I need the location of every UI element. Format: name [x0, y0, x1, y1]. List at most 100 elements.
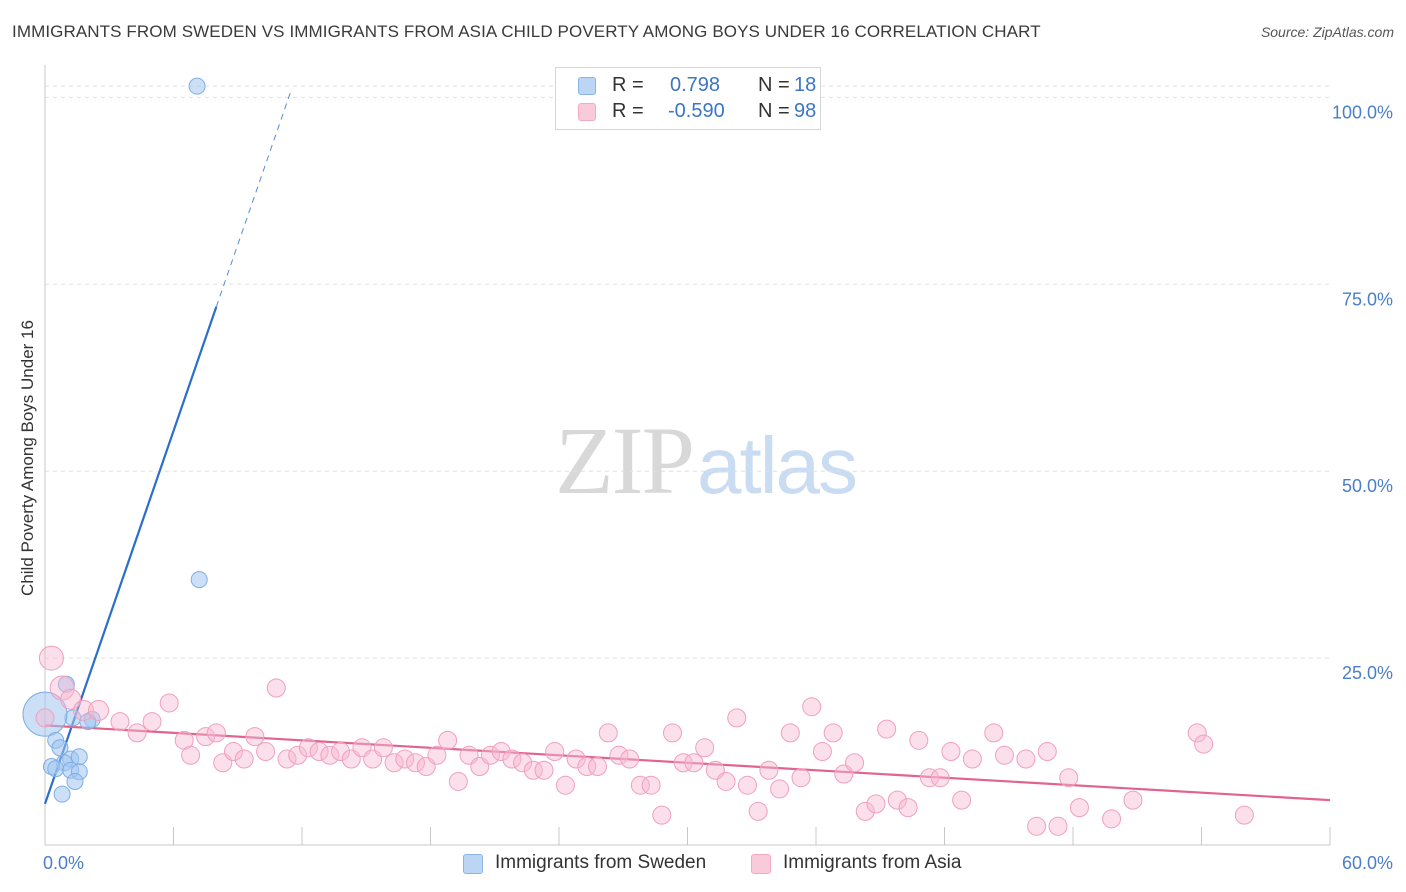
- point-asia: [780, 723, 800, 743]
- point-asia: [35, 708, 55, 728]
- series-legend: Immigrants from Sweden Immigrants from A…: [0, 851, 1406, 877]
- correlation-legend: R = 0.798 N = 18 R = -0.590 N = 98: [555, 67, 821, 130]
- point-asia: [256, 742, 276, 762]
- y-tick-label: 25.0%: [1342, 663, 1393, 683]
- point-sweden: [53, 785, 71, 803]
- series-name-asia: Immigrants from Asia: [783, 852, 962, 873]
- trend-line-sweden-extension: [215, 89, 292, 307]
- point-asia: [196, 727, 216, 747]
- legend-r-value: -0.590: [668, 100, 725, 122]
- point-sweden: [188, 77, 206, 95]
- point-asia: [759, 760, 779, 780]
- y-tick-label: 100.0%: [1332, 102, 1393, 122]
- point-asia: [941, 742, 961, 762]
- point-asia: [88, 699, 110, 721]
- point-asia: [159, 693, 179, 713]
- legend-r-label: R =: [612, 74, 644, 96]
- point-asia: [994, 745, 1014, 765]
- point-asia: [770, 779, 790, 799]
- legend-n-label: N =: [758, 100, 790, 122]
- y-tick-label: 75.0%: [1342, 289, 1393, 309]
- point-asia: [320, 745, 340, 765]
- point-asia: [480, 745, 500, 765]
- point-asia: [1069, 798, 1089, 818]
- point-asia: [1027, 816, 1047, 836]
- point-asia: [684, 753, 704, 773]
- point-asia: [930, 768, 950, 788]
- point-asia: [652, 805, 672, 825]
- data-points: [22, 77, 1254, 836]
- point-asia: [1016, 749, 1036, 769]
- point-asia: [127, 723, 147, 743]
- point-asia: [845, 753, 865, 773]
- tick-labels: 25.0% 50.0% 75.0% 100.0% 0.0% 60.0%: [43, 102, 1393, 873]
- point-asia: [206, 723, 226, 743]
- point-asia: [1234, 805, 1254, 825]
- legend-swatch-sweden: [578, 77, 596, 95]
- watermark-atlas: atlas: [697, 421, 858, 510]
- gridlines: [45, 85, 1330, 659]
- point-sweden: [66, 772, 84, 790]
- point-asia: [234, 749, 254, 769]
- point-asia: [438, 730, 458, 750]
- point-asia: [1102, 809, 1122, 829]
- point-asia: [598, 723, 618, 743]
- point-asia: [952, 790, 972, 810]
- point-asia: [812, 742, 832, 762]
- point-asia: [1123, 790, 1143, 810]
- point-asia: [181, 745, 201, 765]
- legend-r-label: R =: [612, 100, 644, 122]
- point-asia: [920, 768, 940, 788]
- point-asia: [534, 760, 554, 780]
- point-asia: [641, 775, 661, 795]
- legend-r-value: 0.798: [670, 74, 721, 96]
- point-sweden: [22, 691, 68, 737]
- point-asia: [1048, 816, 1068, 836]
- point-asia: [513, 753, 533, 773]
- point-asia: [384, 753, 404, 773]
- point-asia: [823, 723, 843, 743]
- point-asia: [802, 697, 822, 717]
- legend-n-value: 98: [794, 100, 817, 122]
- point-asia: [577, 757, 597, 776]
- series-swatch-sweden: [463, 854, 483, 874]
- point-asia: [223, 742, 243, 762]
- legend-n-label: N =: [758, 74, 790, 96]
- point-asia: [1187, 723, 1207, 743]
- point-sweden: [190, 571, 208, 589]
- x-tick-label: 0.0%: [43, 853, 84, 873]
- point-asia: [373, 738, 393, 758]
- point-asia: [898, 798, 918, 818]
- point-asia: [523, 760, 543, 780]
- point-asia: [298, 738, 318, 758]
- point-asia: [866, 794, 886, 814]
- point-asia: [855, 801, 875, 821]
- point-asia: [448, 771, 468, 791]
- point-asia: [737, 775, 757, 795]
- point-asia: [309, 742, 329, 762]
- trend-line-asia: [44, 724, 1331, 802]
- point-asia: [695, 738, 715, 758]
- y-tick-label: 50.0%: [1342, 476, 1393, 496]
- point-asia: [620, 749, 640, 769]
- point-asia: [609, 745, 629, 765]
- point-asia: [1194, 734, 1214, 754]
- point-asia: [887, 790, 907, 810]
- point-asia: [1037, 742, 1057, 762]
- point-asia: [663, 723, 683, 743]
- legend-n-value: 18: [794, 74, 817, 96]
- point-asia: [142, 712, 162, 732]
- chart-source: Source: ZipAtlas.com: [1260, 24, 1394, 40]
- point-asia: [395, 749, 415, 769]
- point-asia: [566, 749, 586, 769]
- point-asia: [877, 719, 897, 739]
- point-asia: [630, 775, 650, 795]
- point-asia: [288, 745, 308, 765]
- point-asia: [277, 749, 297, 769]
- point-asia: [962, 749, 982, 769]
- point-asia: [673, 753, 693, 773]
- point-asia: [984, 723, 1004, 743]
- point-asia: [110, 712, 130, 732]
- point-asia: [245, 727, 265, 747]
